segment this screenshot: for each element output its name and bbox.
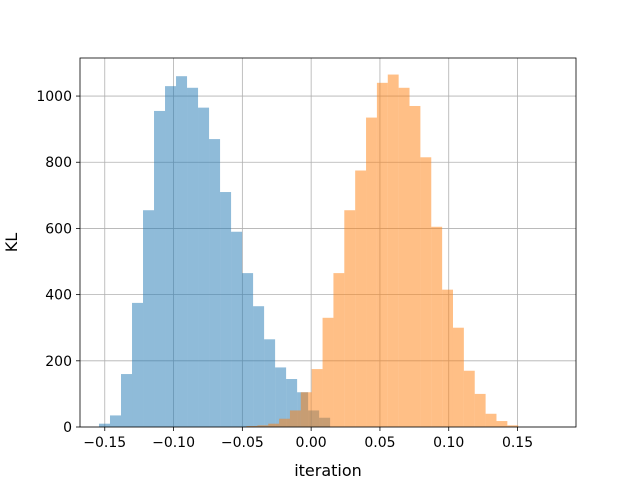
histogram-bar <box>176 76 188 428</box>
histogram-bar <box>431 226 443 427</box>
histogram-bar <box>268 423 280 427</box>
histogram-bar <box>333 273 345 427</box>
histogram-bars <box>98 74 519 428</box>
y-tick-label: 600 <box>45 221 72 237</box>
y-tick-label: 1000 <box>36 89 72 105</box>
histogram-bar <box>253 306 265 427</box>
axis-ticks: −0.15 −0.10 −0.05 0.00 0.05 0.10 0.15 0 200 400 60… <box>36 89 533 451</box>
y-axis-label: KL <box>2 233 21 252</box>
histogram-bar <box>165 86 177 428</box>
histogram-bar <box>286 379 298 427</box>
histogram-bar <box>98 423 110 427</box>
x-tick-label: 0.00 <box>296 435 327 451</box>
x-tick-label: 0.05 <box>364 435 395 451</box>
histogram-bar <box>143 210 155 427</box>
histogram-bar <box>279 418 290 427</box>
histogram-bar <box>442 289 453 427</box>
histogram-bar <box>132 302 144 427</box>
histogram-bar <box>322 317 334 427</box>
histogram-bar <box>109 415 122 427</box>
histogram-bar <box>507 425 519 427</box>
histogram-bar <box>387 74 399 427</box>
histogram-bar <box>311 369 323 427</box>
histogram-bar <box>289 410 301 427</box>
y-tick-label: 200 <box>45 354 72 370</box>
histogram-bar <box>242 273 254 427</box>
histogram-bar <box>264 339 276 427</box>
histogram-bar <box>344 210 356 427</box>
histogram-bar <box>187 87 199 427</box>
histogram-bar <box>275 367 287 427</box>
histogram-bar <box>463 370 475 427</box>
x-tick-label: −0.15 <box>83 435 126 451</box>
histogram-bar <box>366 117 377 427</box>
histogram-bar <box>121 374 133 427</box>
histogram-bar <box>198 107 210 427</box>
x-tick-label: −0.10 <box>152 435 195 451</box>
y-tick-label: 400 <box>45 288 72 304</box>
histogram-bar <box>452 327 464 427</box>
histogram-bar <box>496 421 508 427</box>
x-tick-label: 0.15 <box>502 435 533 451</box>
histogram-bar <box>398 87 410 427</box>
histogram-bar <box>220 192 232 427</box>
histogram-bar <box>209 139 221 427</box>
x-tick-label: 0.10 <box>433 435 464 451</box>
y-tick-label: 0 <box>63 420 72 436</box>
histogram-bar <box>257 425 269 427</box>
histogram-bar <box>485 413 497 427</box>
plot-frame <box>79 57 577 428</box>
histogram-bar <box>231 231 243 427</box>
histogram-bar <box>355 170 367 427</box>
y-tick-label: 800 <box>45 155 72 171</box>
histogram-bar <box>300 392 312 427</box>
histogram-bar <box>420 157 432 427</box>
histogram-bar <box>409 105 421 428</box>
histogram-bar <box>474 393 486 427</box>
x-axis-label: iteration <box>294 461 362 480</box>
histogram-bar <box>154 110 166 427</box>
histogram-bar <box>246 426 258 427</box>
x-tick-label: −0.05 <box>221 435 264 451</box>
histogram-bar <box>376 82 388 428</box>
